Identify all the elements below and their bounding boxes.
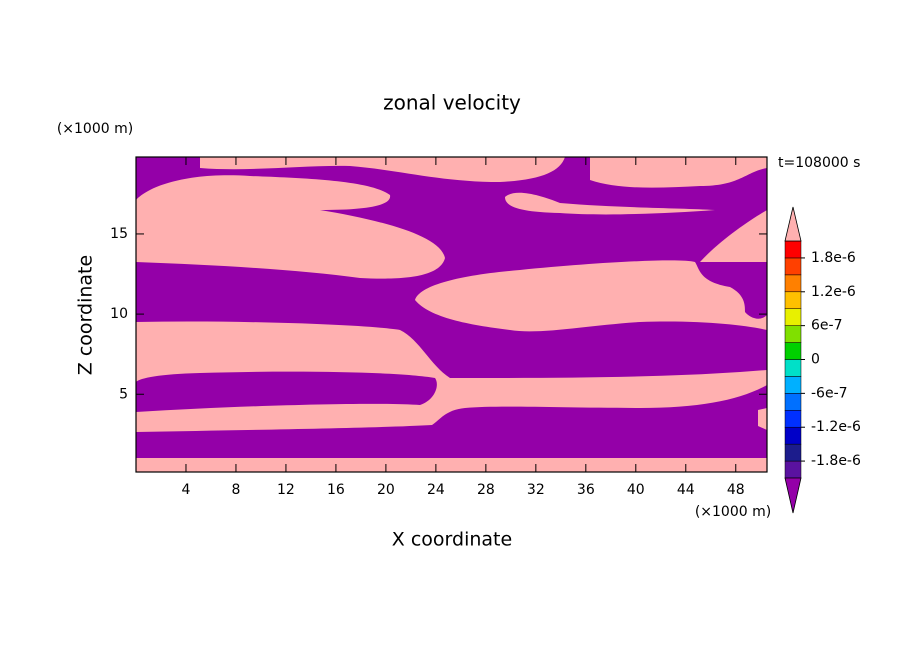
region-over [758,408,767,430]
colorbar-band [784,325,802,343]
colorbar-under [784,477,802,514]
colorbar-tick-label: -1.8e-6 [811,453,861,469]
region-over [700,210,767,262]
region-over [415,260,767,332]
x-tick-label: 36 [577,482,595,498]
colorbar-band [784,460,802,479]
colorbar-tick-label: 6e-7 [811,318,842,334]
colorbar-band [784,426,802,445]
colorbar-band [784,376,802,394]
x-axis-label: X coordinate [392,529,512,551]
region-over [136,175,445,279]
colorbar-tick-label: -6e-7 [811,385,848,401]
colorbar-band [784,240,802,259]
colorbar-tick-label: 1.2e-6 [811,284,856,300]
region-over [590,157,767,188]
colorbar-band [784,393,802,411]
x-tick-label: 44 [677,482,695,498]
y-axis-label: Z coordinate [75,255,97,375]
colorbar-tick-label: 1.8e-6 [811,250,856,266]
x-tick-label: 24 [427,482,445,498]
region-over [505,192,715,215]
x-tick-label: 20 [377,482,395,498]
colorbar-band [784,342,802,360]
colorbar-band [784,443,802,462]
region-over [200,157,565,182]
chart-title: zonal velocity [383,91,521,115]
x-tick-label: 4 [182,482,191,498]
colorbar-tick-label: 0 [811,352,820,368]
colorbar-tick-label: -1.2e-6 [811,419,861,435]
x-tick-label: 8 [231,482,240,498]
x-tick-label: 40 [627,482,645,498]
region-over [136,321,767,432]
colorbar-band [784,257,802,276]
colorbar-band [784,308,802,326]
colorbar-over [784,206,802,242]
x-tick-label: 12 [277,482,295,498]
x-tick-label: 16 [327,482,345,498]
x-tick-label: 28 [477,482,495,498]
colorbar-band [784,359,802,377]
x-unit: (×1000 m) [695,504,771,520]
annotation: t=108000 s [778,155,860,171]
region-over [136,458,767,472]
y-tick-label: 10 [110,306,128,322]
y-tick-label: 5 [119,386,128,402]
colorbar-band [784,410,802,428]
field [136,157,767,472]
colorbar-band [784,291,802,309]
y-unit: (×1000 m) [57,121,133,137]
y-tick-label: 15 [110,226,128,242]
x-tick-label: 48 [727,482,745,498]
colorbar-band [784,274,802,293]
x-tick-label: 32 [527,482,545,498]
